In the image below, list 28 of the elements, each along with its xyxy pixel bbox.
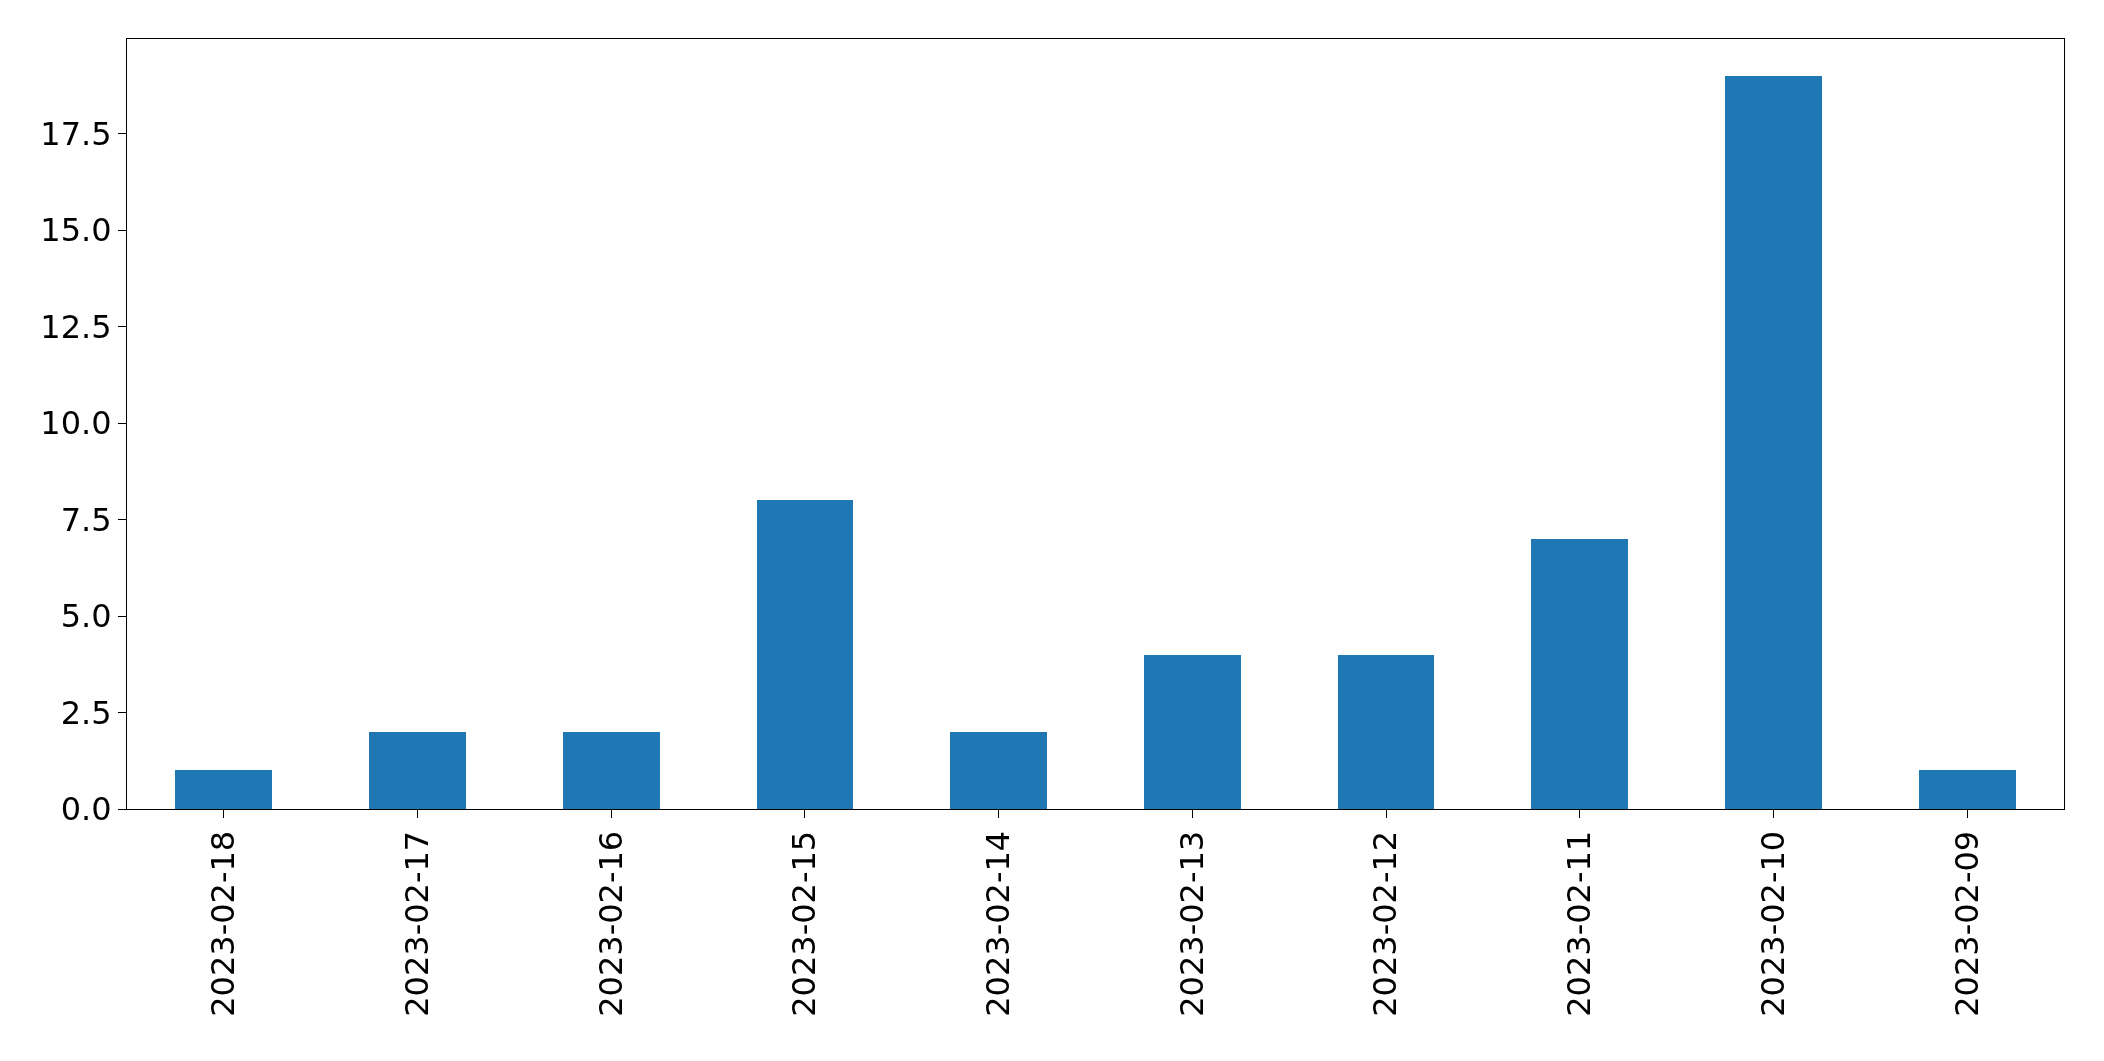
bar — [1144, 655, 1241, 809]
bar — [369, 732, 466, 809]
bar — [1725, 76, 1822, 809]
y-tick-label: 2.5 — [60, 693, 112, 732]
x-tick-label: 2023-02-10 — [1753, 830, 1792, 1017]
x-tick-label: 2023-02-18 — [204, 830, 243, 1017]
x-tick-label: 2023-02-15 — [785, 830, 824, 1017]
bar — [175, 770, 272, 809]
y-tick-label: 5.0 — [60, 597, 112, 636]
y-tick-label: 15.0 — [40, 211, 112, 250]
y-tick-label: 17.5 — [40, 114, 112, 153]
bar — [757, 500, 853, 809]
x-tick-label: 2023-02-09 — [1947, 830, 1986, 1017]
bar — [950, 732, 1047, 809]
x-tick-label: 2023-02-14 — [979, 830, 1018, 1017]
x-tick-label: 2023-02-17 — [397, 830, 436, 1017]
bar — [1531, 539, 1628, 809]
x-tick-label: 2023-02-13 — [1172, 830, 1211, 1017]
x-tick-label: 2023-02-12 — [1366, 830, 1405, 1017]
y-tick-label: 7.5 — [60, 500, 112, 539]
y-tick-label: 10.0 — [40, 404, 112, 443]
bar — [1919, 770, 2016, 809]
y-tick-label: 12.5 — [40, 307, 112, 346]
bar — [1338, 655, 1434, 809]
x-tick-label: 2023-02-11 — [1560, 830, 1599, 1017]
y-tick-label: 0.0 — [60, 790, 112, 829]
x-tick-label: 2023-02-16 — [591, 830, 630, 1017]
bar — [563, 732, 660, 809]
